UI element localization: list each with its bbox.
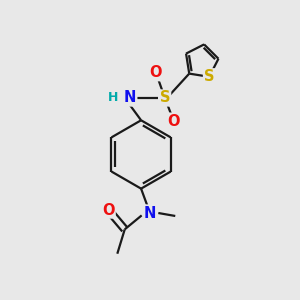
Text: S: S (160, 91, 170, 106)
Text: N: N (124, 91, 136, 106)
Text: H: H (108, 92, 118, 104)
Text: O: O (150, 65, 162, 80)
Text: O: O (102, 202, 115, 217)
Text: N: N (144, 206, 156, 220)
Text: S: S (204, 69, 214, 84)
Text: O: O (167, 114, 180, 129)
